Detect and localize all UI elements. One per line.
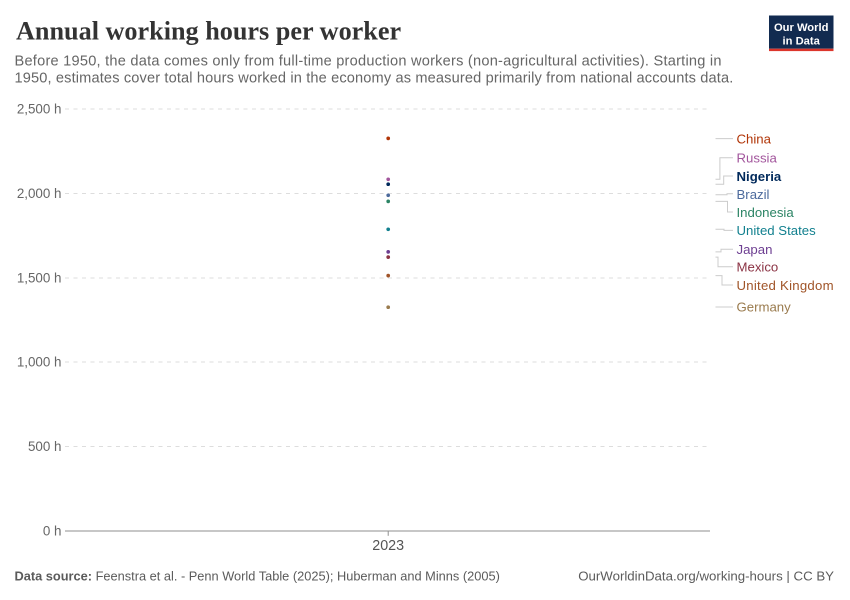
svg-text:United States: United States — [737, 223, 817, 238]
svg-text:Russia: Russia — [737, 151, 778, 166]
svg-text:2,000 h: 2,000 h — [17, 186, 62, 201]
svg-text:500 h: 500 h — [28, 439, 62, 454]
svg-text:Brazil: Brazil — [737, 187, 770, 202]
svg-text:in Data: in Data — [783, 36, 821, 48]
svg-text:0 h: 0 h — [43, 523, 62, 538]
svg-text:Germany: Germany — [737, 300, 792, 315]
svg-text:Before 1950, the data comes on: Before 1950, the data comes only from fu… — [15, 54, 722, 70]
svg-text:Mexico: Mexico — [737, 260, 779, 275]
svg-text:United Kingdom: United Kingdom — [737, 278, 834, 293]
svg-text:Annual working hours per worke: Annual working hours per worker — [16, 17, 401, 46]
svg-text:Our World: Our World — [774, 22, 829, 34]
svg-text:1,000 h: 1,000 h — [17, 354, 62, 369]
svg-text:1950, estimates cover total ho: 1950, estimates cover total hours worked… — [15, 71, 734, 87]
svg-text:Japan: Japan — [737, 242, 773, 257]
svg-text:China: China — [737, 132, 772, 147]
svg-text:2,500 h: 2,500 h — [17, 101, 62, 116]
svg-text:Indonesia: Indonesia — [737, 205, 795, 220]
svg-text:2023: 2023 — [372, 538, 404, 554]
svg-text:1,500 h: 1,500 h — [17, 270, 62, 285]
svg-text:OurWorldinData.org/working-hou: OurWorldinData.org/working-hours | CC BY — [578, 569, 834, 584]
svg-text:Data source: Feenstra et al. -: Data source: Feenstra et al. - Penn Worl… — [15, 569, 500, 584]
svg-text:Nigeria: Nigeria — [737, 169, 782, 184]
